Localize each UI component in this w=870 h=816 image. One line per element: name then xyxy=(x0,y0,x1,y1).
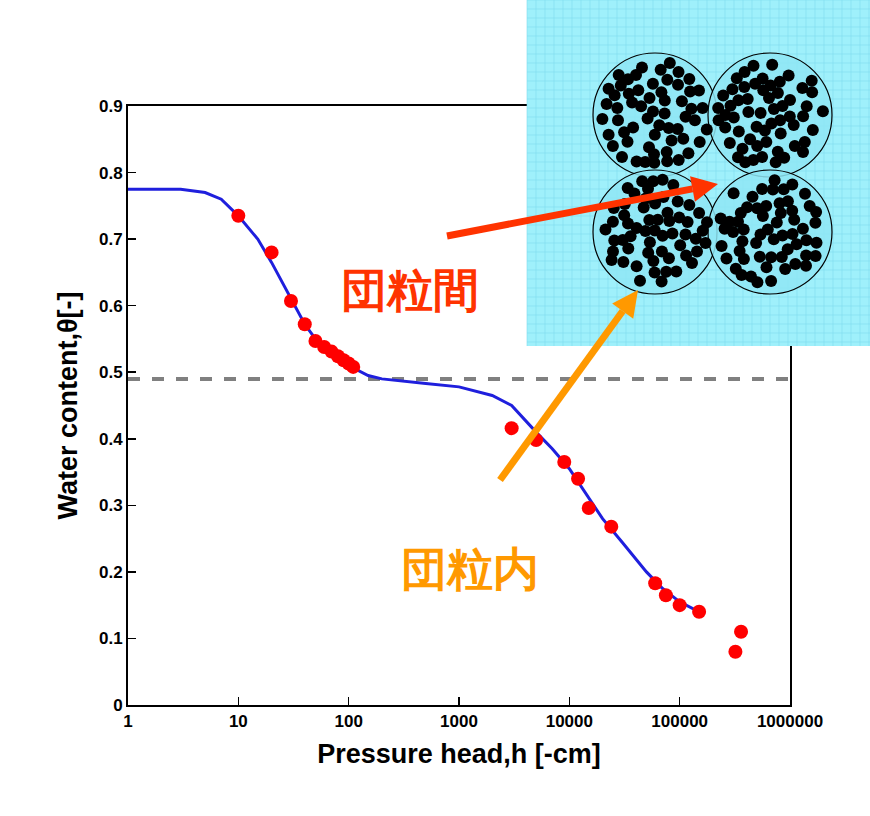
svg-text:1000: 1000 xyxy=(440,712,478,731)
svg-text:0.5: 0.5 xyxy=(99,363,123,382)
svg-text:10: 10 xyxy=(229,712,248,731)
svg-text:団粒間: 団粒間 xyxy=(341,263,479,317)
svg-text:団粒内: 団粒内 xyxy=(401,542,539,596)
svg-text:0.7: 0.7 xyxy=(99,230,123,249)
svg-text:0.1: 0.1 xyxy=(99,629,123,648)
svg-text:100: 100 xyxy=(334,712,362,731)
svg-text:1: 1 xyxy=(123,712,132,731)
svg-text:0.2: 0.2 xyxy=(99,563,123,582)
svg-text:0.8: 0.8 xyxy=(99,164,123,183)
svg-text:0: 0 xyxy=(113,696,122,715)
svg-text:0.6: 0.6 xyxy=(99,297,123,316)
svg-text:100000: 100000 xyxy=(651,712,708,731)
svg-text:1000000: 1000000 xyxy=(757,712,823,731)
svg-text:10000: 10000 xyxy=(546,712,593,731)
svg-text:Pressure head,h [-cm]: Pressure head,h [-cm] xyxy=(317,739,601,769)
svg-text:0.9: 0.9 xyxy=(99,97,123,116)
svg-text:0.4: 0.4 xyxy=(99,430,123,449)
svg-text:Water content,θ[-]: Water content,θ[-] xyxy=(53,291,83,519)
svg-text:0.3: 0.3 xyxy=(99,496,123,515)
